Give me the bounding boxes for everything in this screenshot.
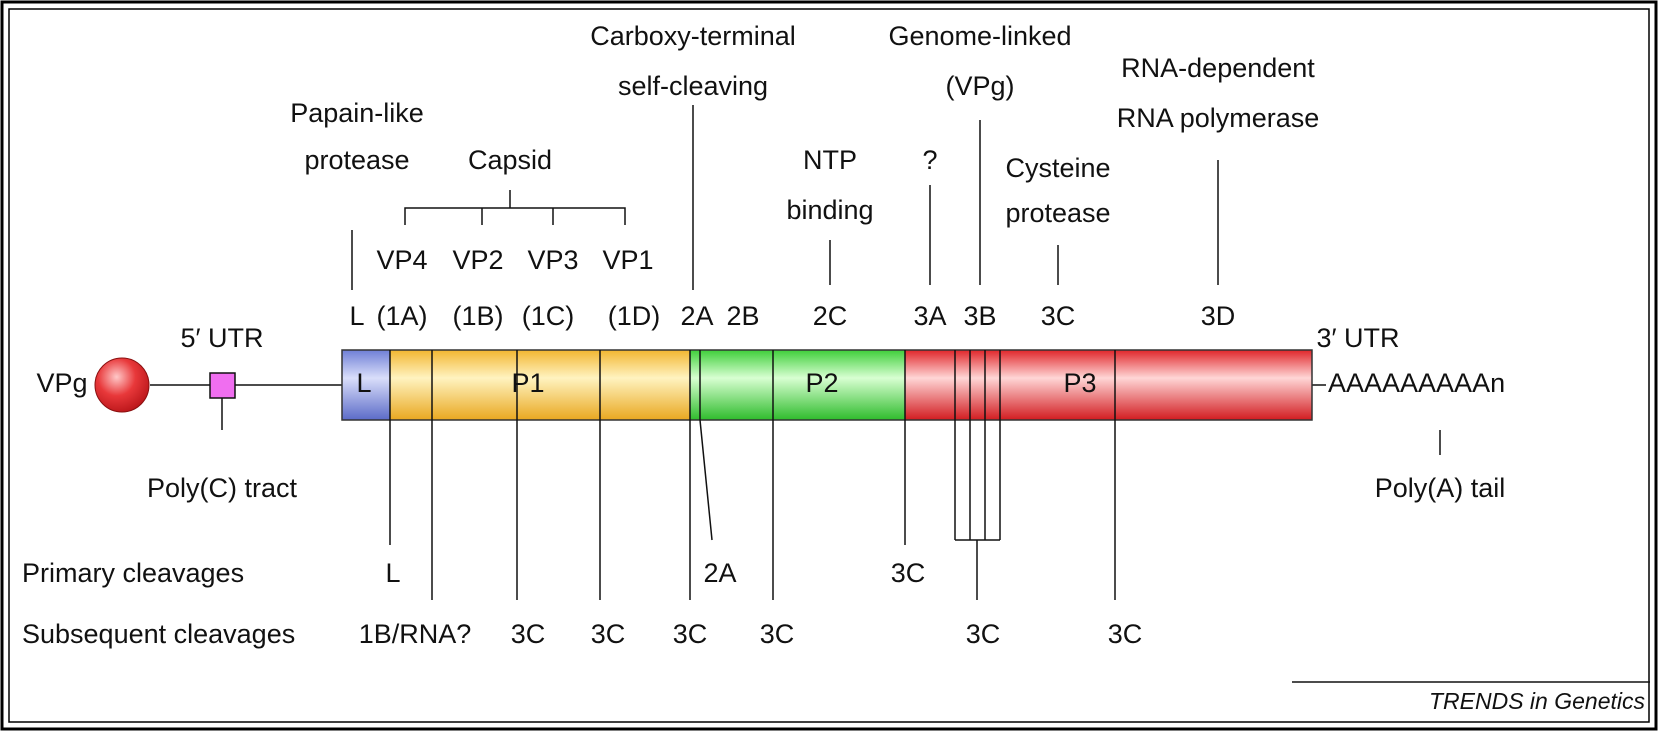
proteins: L (1A) (1B) (1C) (1D) 2A 2B 2C 3A 3B 3C … <box>349 301 1235 331</box>
cleavages: Primary cleavages L 2A 3C Subsequent cle… <box>22 419 1143 649</box>
protein-label: 3C <box>1041 301 1076 331</box>
function-label: RNA polymerase <box>1117 103 1320 133</box>
protein-label: 3A <box>913 301 946 331</box>
function-label: Papain-like <box>290 98 424 128</box>
vpg-circle <box>94 357 150 413</box>
function-label: RNA-dependent <box>1121 53 1315 83</box>
protein-label: (1A) <box>376 301 427 331</box>
protein-label: 3D <box>1201 301 1236 331</box>
protein-label: 3B <box>963 301 996 331</box>
protein-label: 2A <box>680 301 713 331</box>
cleavage-site: L <box>385 558 400 588</box>
function-label: Carboxy-terminal <box>590 21 796 51</box>
cleavage-site: 3C <box>966 619 1001 649</box>
function-label: ? <box>922 145 937 175</box>
segment-p1 <box>390 350 690 420</box>
function-label: Capsid <box>468 145 552 175</box>
poly-c-box <box>209 372 236 399</box>
function-label: protease <box>1005 198 1110 228</box>
credit-text: TRENDS in Genetics <box>1429 688 1646 714</box>
polyprotein: L P1 P2 P3 <box>341 349 1313 421</box>
cleavage-site: 3C <box>591 619 626 649</box>
segment-p3 <box>905 350 1312 420</box>
poly-c-label: Poly(C) tract <box>147 473 298 503</box>
genome: 5′ UTR 3′ UTR VPg Poly(C) tract AAAAAAAA… <box>36 323 1505 503</box>
capsid-proteins: VP4 VP2 VP3 VP1 <box>376 245 653 275</box>
credit: TRENDS in Genetics <box>1292 681 1650 714</box>
row-label: Primary cleavages <box>22 558 244 588</box>
function-label: (VPg) <box>945 71 1014 101</box>
protein-label: VP2 <box>452 245 503 275</box>
function-label: Cysteine <box>1005 153 1110 183</box>
row-label: Subsequent cleavages <box>22 619 295 649</box>
cleavage-site: 3C <box>1108 619 1143 649</box>
vpg-label: VPg <box>36 368 87 398</box>
function-label: self-cleaving <box>618 71 768 101</box>
function-label: Genome-linked <box>888 21 1071 51</box>
protein-label: VP1 <box>602 245 653 275</box>
protein-label: VP4 <box>376 245 427 275</box>
cleavage-site: 3C <box>673 619 708 649</box>
poly-a-label: Poly(A) tail <box>1375 473 1506 503</box>
function-label: NTP <box>803 145 857 175</box>
cleavage-site: 2A <box>703 558 736 588</box>
utr-label: 3′ UTR <box>1316 323 1399 353</box>
protein-label: (1C) <box>522 301 575 331</box>
protein-label: L <box>349 301 364 331</box>
cleavage-site: 3C <box>760 619 795 649</box>
protein-label: 2C <box>813 301 848 331</box>
protein-label: (1D) <box>608 301 661 331</box>
segment-l <box>342 350 390 420</box>
segment-p2 <box>690 350 905 420</box>
poly-a-sequence: AAAAAAAAAn <box>1328 368 1505 398</box>
protein-label: VP3 <box>527 245 578 275</box>
utr-label: 5′ UTR <box>180 323 263 353</box>
function-labels: Papain-like protease Capsid Carboxy-term… <box>290 21 1319 228</box>
region-label: P3 <box>1063 368 1096 398</box>
function-label: binding <box>786 195 873 225</box>
function-label: protease <box>304 145 409 175</box>
cleavage-site: 1B/RNA? <box>359 619 472 649</box>
cleavage-site: 3C <box>891 558 926 588</box>
region-label: L <box>356 368 371 398</box>
leader-lines <box>351 105 1219 290</box>
protein-label: (1B) <box>452 301 503 331</box>
protein-label: 2B <box>726 301 759 331</box>
region-label: P1 <box>511 368 544 398</box>
region-label: P2 <box>805 368 838 398</box>
cleavage-site: 3C <box>511 619 546 649</box>
